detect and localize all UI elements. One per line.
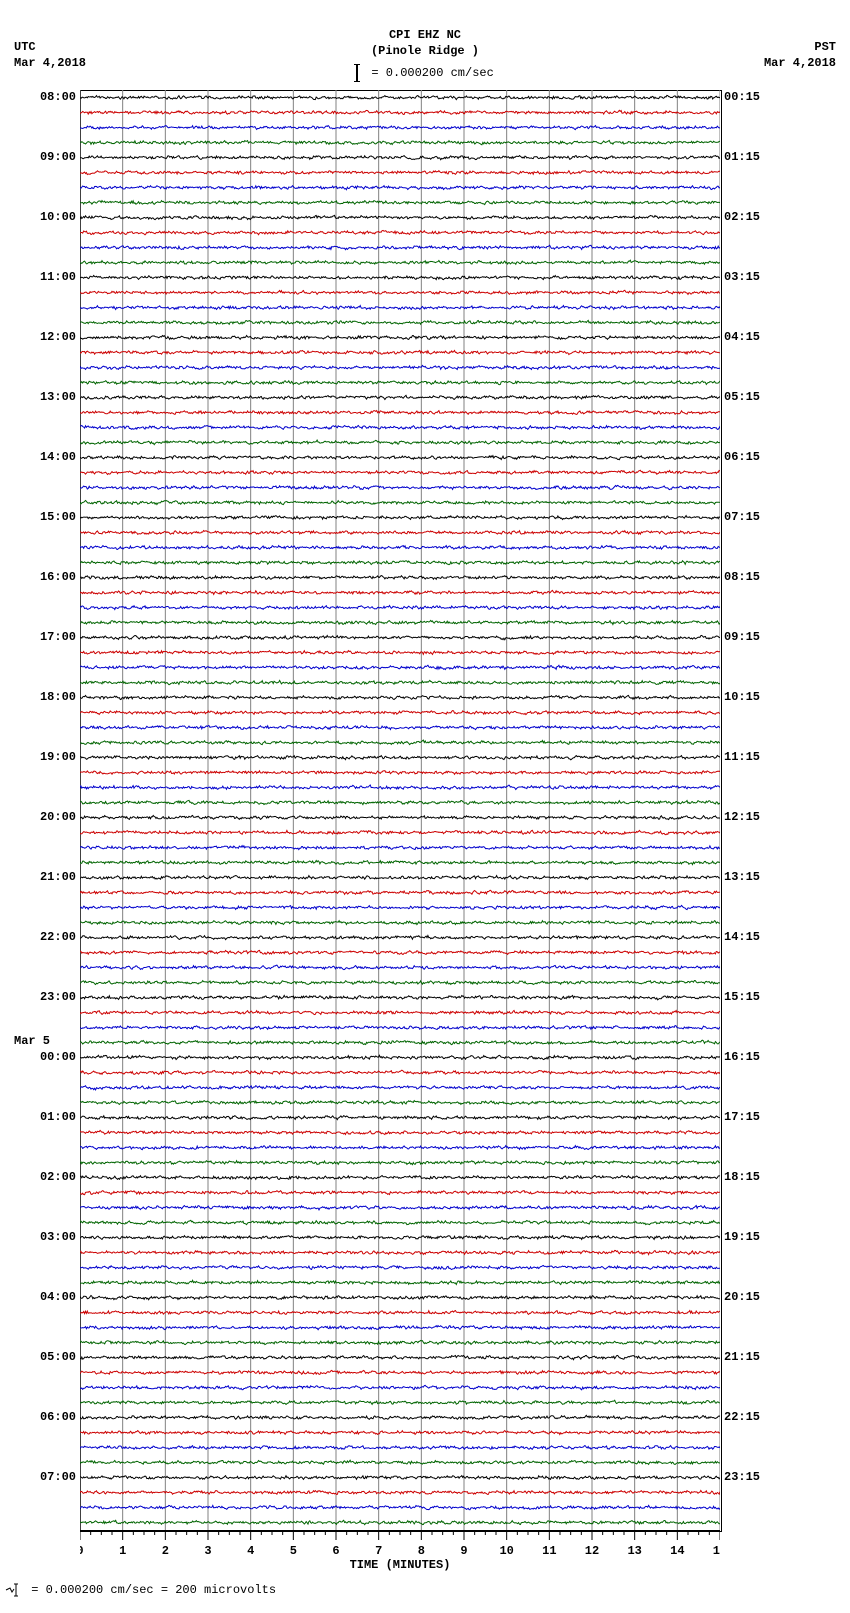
utc-hour-label: 21:00 (40, 870, 76, 884)
utc-hour-label: 17:00 (40, 630, 76, 644)
right-corner: PST Mar 4,2018 (764, 40, 836, 70)
utc-hour-label: 15:00 (40, 510, 76, 524)
scale-text: = 0.000200 cm/sec (371, 66, 493, 80)
svg-text:0: 0 (80, 1544, 84, 1558)
pst-hour-label: 10:15 (724, 690, 760, 704)
pst-hour-label: 15:15 (724, 990, 760, 1004)
pst-hour-label: 03:15 (724, 270, 760, 284)
svg-text:10: 10 (499, 1544, 513, 1558)
svg-text:14: 14 (670, 1544, 684, 1558)
seismogram-plot (80, 90, 720, 1530)
pst-hour-label: 12:15 (724, 810, 760, 824)
scale-bar-icon (356, 64, 358, 82)
pst-hour-label: 23:15 (724, 1470, 760, 1484)
utc-hour-label: 02:00 (40, 1170, 76, 1184)
svg-text:3: 3 (204, 1544, 211, 1558)
utc-hour-label: 06:00 (40, 1410, 76, 1424)
svg-text:2: 2 (162, 1544, 169, 1558)
pst-hour-label: 07:15 (724, 510, 760, 524)
pst-hour-label: 16:15 (724, 1050, 760, 1064)
chart-header: CPI EHZ NC (Pinole Ridge ) = 0.000200 cm… (0, 28, 850, 82)
utc-hour-label: 23:00 (40, 990, 76, 1004)
pst-hour-label: 04:15 (724, 330, 760, 344)
amplitude-scale-footer: = 0.000200 cm/sec = 200 microvolts (4, 1582, 276, 1598)
svg-text:12: 12 (585, 1544, 599, 1558)
pst-hour-label: 02:15 (724, 210, 760, 224)
station-code: CPI EHZ NC (0, 28, 850, 42)
utc-hour-label: 04:00 (40, 1290, 76, 1304)
svg-text:9: 9 (460, 1544, 467, 1558)
station-name: (Pinole Ridge ) (0, 44, 850, 58)
svg-text:15: 15 (713, 1544, 720, 1558)
svg-text:6: 6 (332, 1544, 339, 1558)
pst-hour-label: 13:15 (724, 870, 760, 884)
left-timezone: UTC (14, 40, 86, 54)
utc-hour-label: 10:00 (40, 210, 76, 224)
amplitude-scale-header: = 0.000200 cm/sec (0, 64, 850, 82)
utc-hour-label: 19:00 (40, 750, 76, 764)
utc-hour-label: 08:00 (40, 90, 76, 104)
utc-hour-label: 20:00 (40, 810, 76, 824)
pst-hour-label: 09:15 (724, 630, 760, 644)
pst-hour-label: 00:15 (724, 90, 760, 104)
utc-hour-label: 00:00 (40, 1050, 76, 1064)
pst-hour-label: 21:15 (724, 1350, 760, 1364)
utc-hour-label: 22:00 (40, 930, 76, 944)
utc-hour-label: 05:00 (40, 1350, 76, 1364)
scale-bar-icon (4, 1582, 24, 1598)
pst-hour-label: 11:15 (724, 750, 760, 764)
right-date: Mar 4,2018 (764, 56, 836, 70)
svg-text:5: 5 (290, 1544, 297, 1558)
pst-hour-label: 06:15 (724, 450, 760, 464)
footer-scale-text: = 0.000200 cm/sec = 200 microvolts (31, 1583, 276, 1597)
pst-hour-label: 01:15 (724, 150, 760, 164)
svg-text:7: 7 (375, 1544, 382, 1558)
pst-hour-label: 19:15 (724, 1230, 760, 1244)
pst-hour-label: 20:15 (724, 1290, 760, 1304)
utc-hour-label: 11:00 (40, 270, 76, 284)
utc-hour-label: 07:00 (40, 1470, 76, 1484)
utc-hour-label: 13:00 (40, 390, 76, 404)
utc-hour-label: 03:00 (40, 1230, 76, 1244)
x-axis-label: TIME (MINUTES) (80, 1558, 720, 1572)
svg-text:4: 4 (247, 1544, 254, 1558)
left-date: Mar 4,2018 (14, 56, 86, 70)
utc-hour-label: 01:00 (40, 1110, 76, 1124)
pst-hour-label: 08:15 (724, 570, 760, 584)
left-corner: UTC Mar 4,2018 (14, 40, 86, 70)
utc-hour-label: 16:00 (40, 570, 76, 584)
svg-text:8: 8 (418, 1544, 425, 1558)
seismogram-page: CPI EHZ NC (Pinole Ridge ) = 0.000200 cm… (0, 0, 850, 1613)
pst-hour-label: 17:15 (724, 1110, 760, 1124)
utc-hour-label: 09:00 (40, 150, 76, 164)
pst-hour-label: 14:15 (724, 930, 760, 944)
pst-hour-label: 05:15 (724, 390, 760, 404)
pst-hour-label: 18:15 (724, 1170, 760, 1184)
utc-hour-label: 12:00 (40, 330, 76, 344)
right-timezone: PST (764, 40, 836, 54)
svg-text:11: 11 (542, 1544, 556, 1558)
svg-text:1: 1 (119, 1544, 126, 1558)
x-axis-ticks: 0123456789101112131415 (80, 1530, 720, 1560)
svg-text:13: 13 (627, 1544, 641, 1558)
utc-hour-label: 14:00 (40, 450, 76, 464)
utc-hour-label: 18:00 (40, 690, 76, 704)
left-date-break: Mar 5 (14, 1034, 50, 1048)
pst-hour-label: 22:15 (724, 1410, 760, 1424)
